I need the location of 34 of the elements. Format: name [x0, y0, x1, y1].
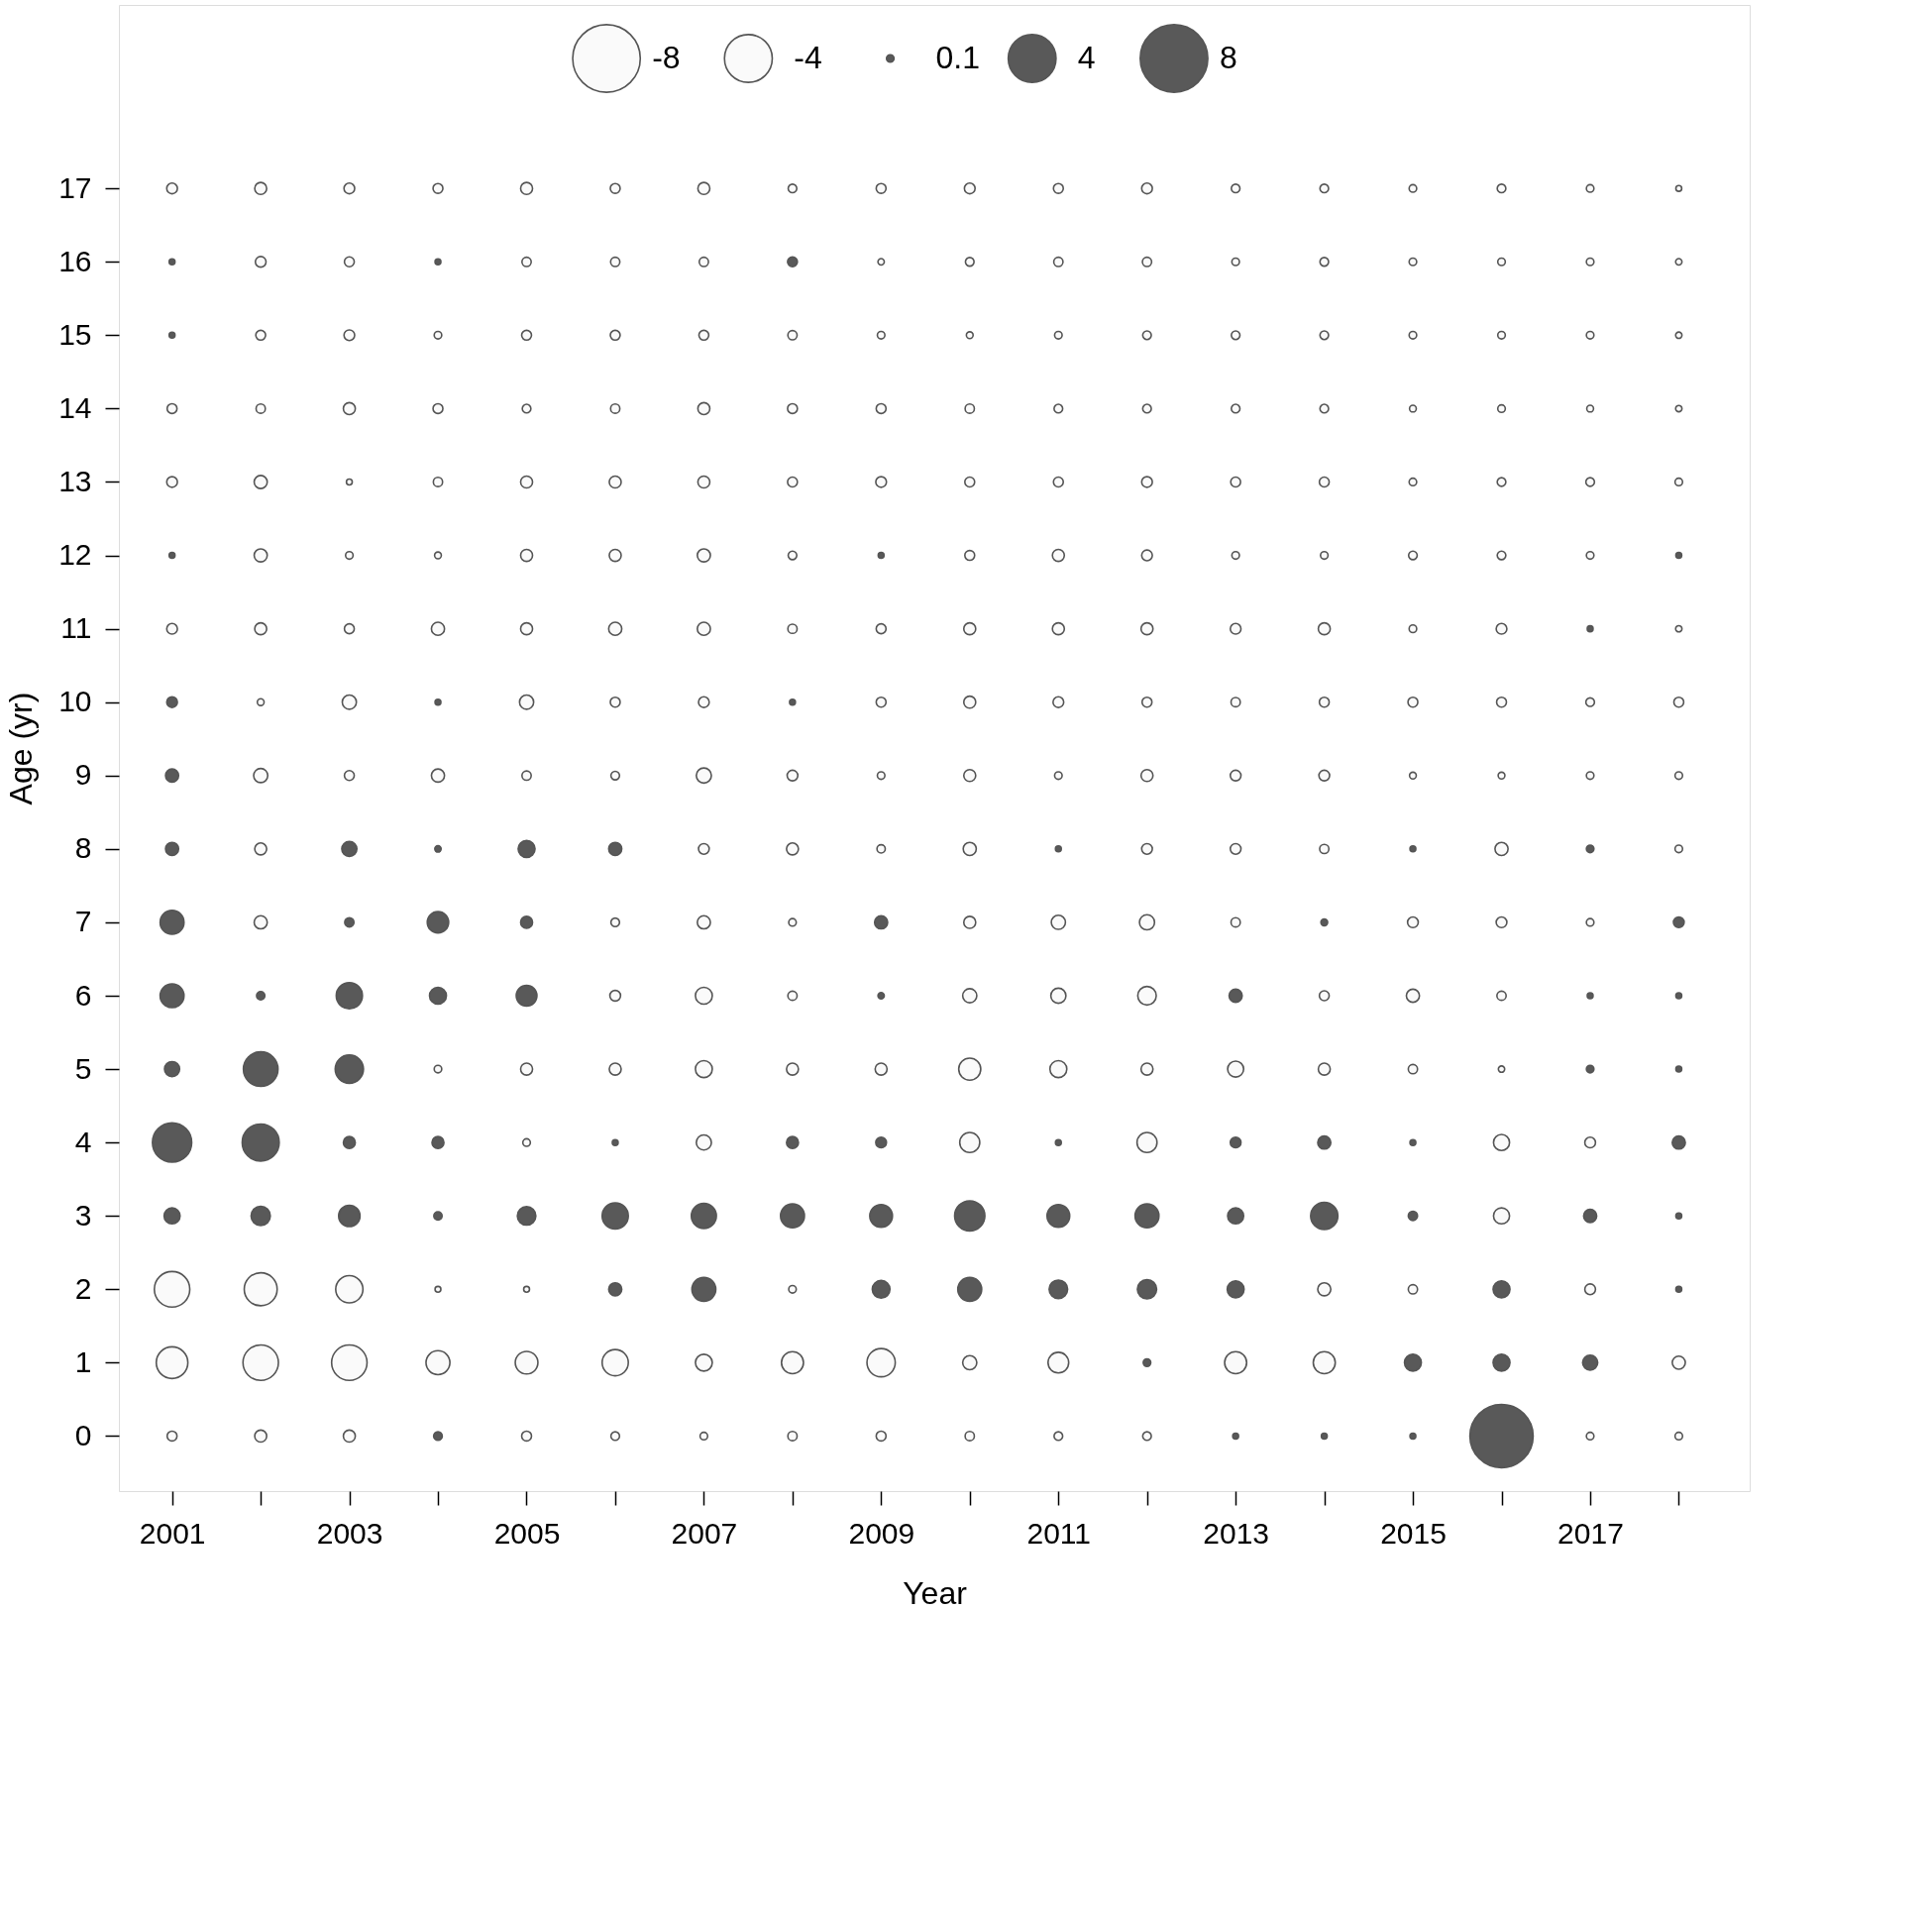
x-tick-label: 2015 [1380, 1516, 1447, 1550]
y-tick-label: 8 [74, 831, 92, 865]
y-tick-label: 3 [74, 1198, 92, 1232]
y-tick-label: 14 [58, 390, 92, 424]
legend-label: 8 [1219, 40, 1237, 75]
y-tick-label: 17 [58, 170, 92, 204]
legend-label: -8 [652, 40, 681, 75]
y-tick-label: 2 [74, 1271, 92, 1305]
y-tick-label: 6 [74, 978, 92, 1012]
y-tick-label: 0 [74, 1418, 92, 1451]
x-tick-label: 2005 [493, 1516, 561, 1550]
y-axis-title: Age (yr) [3, 692, 40, 805]
y-tick-label: 13 [58, 464, 92, 497]
x-tick-label: 2009 [848, 1516, 915, 1550]
x-tick-label: 2013 [1203, 1516, 1270, 1550]
y-tick-label: 11 [60, 611, 92, 645]
y-tick-label: 5 [74, 1051, 92, 1085]
legend-label: -4 [794, 40, 822, 75]
x-tick-label: 2011 [1026, 1516, 1091, 1550]
x-tick-label: 2003 [316, 1516, 383, 1550]
x-axis-title: Year [903, 1574, 968, 1611]
y-tick-label: 15 [58, 317, 92, 351]
x-tick-label: 2007 [671, 1516, 738, 1550]
y-tick-label: 16 [58, 244, 92, 277]
legend-label: 0.1 [935, 40, 981, 75]
x-tick-label: 2001 [139, 1516, 206, 1550]
y-tick-label: 12 [58, 538, 92, 572]
y-tick-label: 7 [74, 905, 92, 938]
legend-label: 4 [1077, 40, 1096, 75]
y-tick-label: 1 [74, 1344, 92, 1378]
x-tick-label: 2017 [1557, 1516, 1624, 1550]
y-tick-label: 4 [74, 1125, 92, 1158]
y-tick-label: 10 [58, 685, 92, 718]
y-tick-label: 9 [74, 758, 92, 792]
